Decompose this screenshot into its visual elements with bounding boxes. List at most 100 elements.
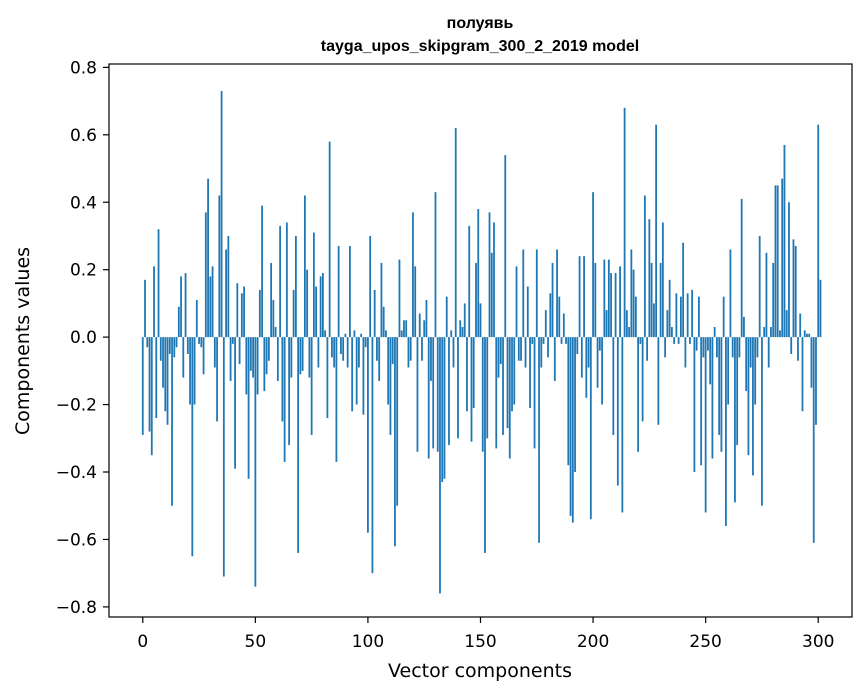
- bar-270: [749, 337, 752, 368]
- bar-20: [186, 337, 189, 354]
- bar-163: [508, 337, 511, 459]
- bar-236: [673, 337, 676, 344]
- bar-169: [522, 249, 525, 338]
- bar-249: [702, 337, 705, 358]
- bar-281: [774, 185, 777, 338]
- bar-53: [261, 205, 263, 338]
- bar-92: [349, 246, 351, 338]
- bar-51: [256, 337, 259, 395]
- bar-27: [202, 337, 205, 375]
- bar-218: [632, 269, 635, 338]
- bar-78: [317, 337, 320, 368]
- y-tick-label: 0.0: [70, 328, 97, 348]
- bar-260: [727, 337, 730, 405]
- bar-4: [150, 337, 153, 456]
- bar-75: [310, 337, 313, 435]
- bar-220: [637, 337, 640, 452]
- bar-232: [664, 337, 667, 358]
- bar-207: [607, 259, 610, 338]
- bar-192: [574, 337, 576, 473]
- bar-261: [729, 249, 732, 338]
- bar-112: [394, 337, 396, 547]
- bar-87: [337, 246, 340, 338]
- bar-263: [734, 337, 736, 503]
- bar-13: [171, 337, 173, 506]
- bar-237: [675, 293, 678, 338]
- bar-277: [765, 252, 768, 338]
- bar-247: [698, 296, 700, 338]
- bar-189: [567, 337, 570, 466]
- bar-227: [652, 303, 655, 338]
- bar-22: [191, 337, 194, 557]
- bar-91: [346, 337, 349, 368]
- bar-48: [249, 337, 252, 371]
- bar-98: [362, 337, 365, 415]
- bar-85: [333, 337, 336, 368]
- bar-74: [308, 337, 311, 378]
- bar-127: [427, 337, 430, 459]
- bar-210: [614, 273, 617, 338]
- bar-49: [252, 337, 254, 378]
- bar-23: [193, 337, 196, 405]
- bar-173: [531, 337, 534, 344]
- bar-240: [682, 242, 685, 338]
- bar-264: [736, 337, 739, 446]
- bar-204: [601, 337, 603, 405]
- bar-6: [155, 337, 158, 419]
- bar-251: [707, 337, 709, 351]
- bar-216: [628, 327, 630, 338]
- bar-73: [306, 269, 309, 338]
- bar-34: [218, 195, 221, 338]
- bar-231: [661, 222, 664, 338]
- bar-102: [371, 337, 374, 574]
- bar-150: [479, 303, 482, 338]
- bar-76: [312, 232, 315, 338]
- bar-101: [369, 235, 372, 338]
- y-tick-label: 0.6: [70, 126, 97, 146]
- bar-278: [767, 337, 770, 368]
- plot-frame: [108, 63, 853, 618]
- bar-107: [382, 306, 385, 338]
- bar-238: [677, 337, 680, 344]
- bar-279: [770, 327, 772, 338]
- bar-29: [207, 178, 209, 338]
- bar-37: [225, 249, 227, 338]
- bar-172: [529, 337, 531, 408]
- bar-243: [688, 337, 691, 344]
- bar-157: [495, 337, 498, 449]
- bar-181: [549, 293, 552, 338]
- bar-5: [153, 266, 155, 338]
- bar-70: [299, 337, 302, 375]
- bar-223: [643, 195, 646, 338]
- bar-275: [761, 337, 763, 506]
- bar-25: [198, 337, 200, 344]
- bar-211: [616, 337, 619, 486]
- bar-174: [533, 337, 536, 449]
- bar-77: [315, 286, 318, 338]
- x-tick-label: 100: [352, 632, 384, 652]
- x-tick-label: 250: [689, 632, 721, 652]
- bar-148: [475, 262, 477, 338]
- bar-100: [367, 337, 369, 533]
- bar-300: [817, 124, 820, 338]
- bar-69: [297, 337, 300, 553]
- bar-234: [668, 279, 671, 338]
- bar-30: [209, 276, 212, 338]
- bar-31: [211, 266, 214, 338]
- bar-3: [148, 337, 151, 432]
- bar-24: [195, 300, 198, 338]
- bar-68: [294, 235, 297, 338]
- bar-276: [763, 327, 766, 338]
- bar-297: [810, 337, 813, 388]
- bar-159: [499, 337, 502, 365]
- bar-58: [272, 300, 275, 338]
- bar-224: [646, 337, 649, 361]
- bar-248: [700, 337, 703, 466]
- bar-11: [166, 337, 169, 425]
- bar-66: [290, 337, 293, 378]
- y-tick-label: −0.4: [56, 463, 97, 483]
- bar-94: [353, 330, 356, 338]
- bar-81: [324, 330, 327, 338]
- bar-36: [222, 337, 225, 577]
- bar-106: [380, 262, 383, 338]
